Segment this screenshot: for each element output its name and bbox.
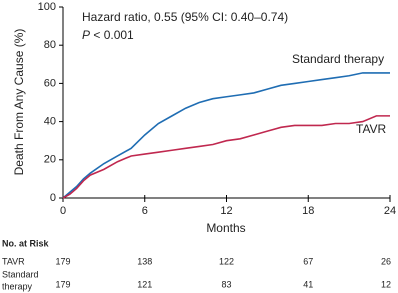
risk-value: 121 xyxy=(137,279,152,289)
x-tick-label: 0 xyxy=(60,205,66,217)
risk-row-label: Standard xyxy=(2,269,39,279)
risk-value: 179 xyxy=(55,279,70,289)
risk-value: 138 xyxy=(137,256,152,266)
y-tick-label: 20 xyxy=(44,154,56,166)
p-symbol: P xyxy=(82,28,90,42)
x-tick-label: 12 xyxy=(220,205,232,217)
series-line xyxy=(62,115,390,199)
risk-value: 26 xyxy=(381,256,391,266)
series-label: Standard therapy xyxy=(292,52,384,66)
series-line xyxy=(62,72,390,199)
risk-row-label: TAVR xyxy=(2,256,25,266)
risk-value: 12 xyxy=(381,279,391,289)
risk-value: 122 xyxy=(219,256,234,266)
x-tick-label: 18 xyxy=(302,205,314,217)
risk-value: 83 xyxy=(221,279,231,289)
y-tick-label: 40 xyxy=(44,116,56,128)
x-tick-label: 6 xyxy=(142,205,148,217)
y-tick-label: 80 xyxy=(44,39,56,51)
p-text: < 0.001 xyxy=(93,28,134,42)
risk-value: 179 xyxy=(55,256,70,266)
x-axis-label: Months xyxy=(206,221,245,235)
p-value: P < 0.001 xyxy=(82,28,134,42)
risk-value: 41 xyxy=(303,279,313,289)
hazard-ratio: Hazard ratio, 0.55 (95% CI: 0.40–0.74) xyxy=(82,10,288,24)
y-tick-label: 100 xyxy=(38,1,56,13)
x-tick-label: 24 xyxy=(384,205,396,217)
y-axis-label: Death From Any Cause (%) xyxy=(12,29,26,176)
y-tick-label: 60 xyxy=(44,77,56,89)
series-label: TAVR xyxy=(356,122,387,136)
y-tick-label: 0 xyxy=(50,192,56,204)
risk-row-label: therapy xyxy=(2,281,33,291)
risk-value: 67 xyxy=(303,256,313,266)
risk-table-title: No. at Risk xyxy=(2,238,50,248)
